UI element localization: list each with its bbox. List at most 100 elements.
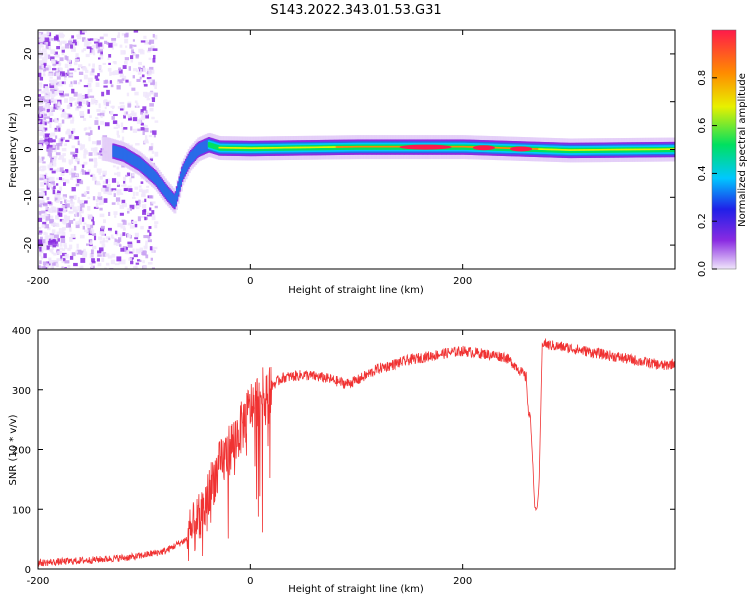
spectrogram-noise-cell	[98, 247, 104, 252]
spectrogram-ridge-cell	[119, 147, 123, 160]
spectrogram-noise-cell	[67, 247, 71, 251]
spectrogram-noise-cell	[100, 115, 103, 119]
spectrogram-noise-cell	[59, 108, 64, 111]
spectrogram-noise-cell	[145, 243, 148, 248]
spectrogram-noise-cell	[146, 49, 151, 53]
spectrogram-core-cell	[376, 145, 379, 148]
spectrogram-noise-cell	[38, 157, 41, 163]
spectrogram-noise-cell	[64, 98, 69, 103]
spectrogram-noise-cell	[133, 68, 138, 72]
spectrogram-noise-cell	[99, 227, 105, 233]
spectrogram-xtick-label: 200	[453, 276, 472, 287]
spectrogram-noise-cell	[40, 90, 45, 94]
spectrogram-noise-cell	[85, 171, 90, 175]
spectrogram-noise-cell	[52, 63, 57, 66]
spectrogram-noise-cell	[139, 247, 143, 252]
spectrogram-core-cell	[246, 147, 249, 149]
spectrogram-core-cell	[247, 147, 250, 149]
spectrogram-noise-cell	[82, 66, 87, 70]
spectrogram-noise-cell	[147, 229, 150, 233]
spectrogram-core-cell	[452, 145, 456, 148]
spectrogram-noise-cell	[83, 47, 87, 51]
spectrogram-noise-cell	[121, 259, 126, 265]
spectrogram-ridge-cell	[121, 148, 124, 160]
spectrogram-noise-cell	[122, 75, 127, 80]
spectrogram-ytick-label: -10	[23, 189, 34, 205]
spectrogram-core-cell	[396, 145, 400, 148]
spectrogram-core-cell	[255, 147, 258, 149]
spectrogram-noise-cell	[140, 109, 144, 113]
spectrogram-noise-cell	[92, 174, 96, 179]
spectrogram-ridge-cell	[126, 150, 129, 163]
spectrogram-noise-cell	[125, 45, 128, 48]
spectrogram-noise-cell	[146, 68, 150, 72]
spectrogram-noise-cell	[114, 172, 118, 176]
spectrogram-noise-cell	[55, 222, 59, 226]
spectrogram-noise-cell	[64, 76, 67, 81]
spectrogram-noise-cell	[128, 66, 131, 71]
spectrogram-noise-cell	[116, 239, 121, 245]
spectrogram-noise-cell	[125, 247, 128, 252]
spectrogram-noise-cell	[144, 135, 148, 140]
spectrogram-core-cell	[359, 145, 363, 148]
spectrogram-noise-cell	[92, 44, 97, 49]
spectrogram-core-cell	[275, 147, 279, 149]
spectrogram-panel: -200 0 200 -20 -10 0 10 20 Height of straight l…	[8, 29, 676, 296]
spectrogram-noise-cell	[93, 157, 98, 163]
spectrogram-noise-cell	[53, 60, 57, 66]
spectrogram-noise-cell	[120, 223, 124, 229]
spectrogram-noise-cell	[78, 218, 82, 222]
spectrogram-noise-cell	[80, 114, 85, 118]
spectrogram-noise-cell	[60, 173, 65, 176]
spectrogram-noise-cell	[48, 257, 52, 261]
spectrogram-noise-cell	[93, 235, 97, 241]
spectrogram-noise-cell	[87, 109, 90, 114]
spectrogram-noise-cell	[91, 233, 97, 236]
spectrogram-noise-cell	[56, 125, 60, 129]
spectrogram-noise-cell	[111, 37, 117, 41]
spectrogram-noise-cell	[45, 133, 50, 138]
spectrogram-noise-cell	[108, 42, 113, 48]
spectrogram-core-cell	[385, 145, 388, 148]
spectrogram-noise-cell	[124, 38, 129, 44]
spectrogram-noise-cell	[151, 97, 156, 103]
spectrogram-noise-cell	[125, 174, 128, 177]
spectrogram-ridge-cell	[162, 182, 165, 194]
spectrogram-noise-cell	[70, 151, 76, 155]
spectrogram-core-cell	[294, 146, 298, 149]
spectrogram-noise-cell	[38, 230, 43, 234]
spectrogram-noise-cell	[121, 199, 126, 204]
spectrogram-noise-cell	[74, 58, 80, 62]
spectrogram-noise-cell	[99, 69, 103, 73]
spectrogram-ridge-cell	[133, 155, 137, 167]
spectrogram-noise-cell	[129, 251, 134, 254]
spectrogram-core-cell	[589, 149, 592, 151]
spectrogram-noise-cell	[41, 107, 46, 111]
spectrogram-noise-cell	[49, 80, 54, 83]
spectrogram-core-cell	[366, 145, 369, 148]
spectrogram-noise-cell	[90, 174, 93, 177]
spectrogram-core-cell	[584, 149, 587, 151]
spectrogram-noise-cell	[63, 242, 67, 247]
spectrogram-noise-cell	[44, 86, 48, 90]
spectrogram-core-cell	[643, 148, 647, 151]
spectrogram-noise-cell	[41, 247, 46, 251]
spectrogram-noise-cell	[62, 109, 65, 112]
spectrogram-noise-cell	[94, 162, 98, 167]
spectrogram-noise-cell	[117, 134, 121, 138]
spectrogram-noise-cell	[69, 63, 72, 67]
spectrogram-noise-cell	[57, 190, 61, 195]
spectrogram-core-cell	[642, 148, 645, 151]
spectrogram-core-cell	[561, 149, 564, 151]
spectrogram-noise-cell	[49, 176, 55, 182]
spectrogram-ridge-cell	[183, 163, 186, 175]
spectrogram-noise-cell	[59, 247, 64, 250]
spectrogram-noise-cell	[134, 223, 138, 228]
spectrogram-core-cell	[454, 145, 457, 148]
spectrogram-noise-cell	[59, 218, 64, 222]
spectrogram-noise-cell	[88, 230, 92, 236]
spectrogram-core-cell	[368, 145, 372, 148]
spectrogram-core-cell	[554, 148, 558, 151]
spectrogram-noise-cell	[73, 194, 77, 200]
spectrogram-core-cell	[284, 146, 287, 149]
